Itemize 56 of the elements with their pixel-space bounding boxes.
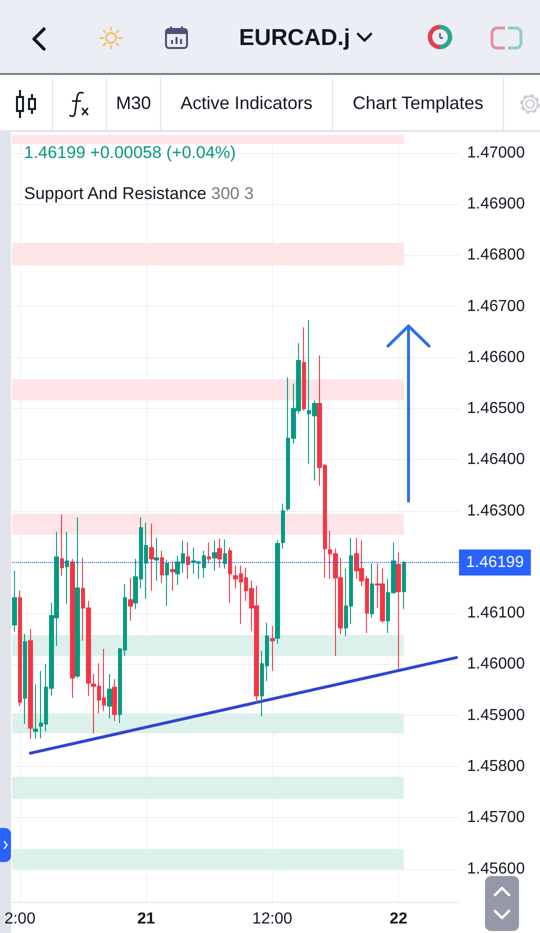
candlestick: [402, 560, 406, 610]
text: Active Indicators: [180, 93, 313, 114]
candlestick: [65, 531, 69, 604]
x-tick-label: 12:00: [252, 910, 292, 928]
candlestick: [396, 552, 401, 670]
y-tick-label: 1.45800: [467, 758, 525, 775]
candlestick: [107, 673, 112, 719]
candlestick: [228, 547, 232, 604]
candlestick: [33, 684, 38, 740]
candlestick: [128, 577, 133, 622]
y-tick-label: 1.46100: [467, 604, 525, 622]
candlestick: [223, 538, 227, 570]
candlestick: [60, 514, 64, 576]
x-tick-label: 21: [137, 910, 156, 928]
y-tick-label: 1.46600: [467, 348, 525, 366]
y-tick-label: 1.47000: [467, 144, 525, 162]
y-tick-label: 1.46800: [467, 246, 525, 264]
candlestick: [281, 503, 285, 550]
candlestick: [23, 634, 27, 725]
annotation: 300 3: [210, 184, 254, 203]
y-tick-label: 1.46900: [467, 196, 525, 213]
candlestick: [160, 550, 164, 584]
candlestick: [170, 560, 175, 592]
candlestick: [270, 625, 275, 672]
candlestick: [149, 523, 154, 592]
candlestick: [28, 628, 33, 740]
candlestick: [186, 542, 190, 580]
candlestick: [212, 540, 217, 572]
x-tick-label: 2:00: [4, 910, 36, 928]
y-tick-label: 1.45900: [467, 706, 525, 724]
candlestick: [165, 559, 169, 606]
chart-title: EURCAD.j: [239, 23, 350, 51]
annotation: 1.46199 +0.00058 (+0.04%): [24, 143, 236, 163]
y-tick-label: 1.46500: [467, 400, 525, 418]
y-tick-label: 1.46000: [467, 656, 525, 673]
ref-line-label: 1.46199: [466, 554, 524, 571]
candlestick: [370, 562, 374, 618]
x-tick-label: 22: [390, 910, 408, 928]
y-tick-label: 1.46700: [467, 298, 525, 315]
candlestick: [112, 678, 117, 722]
y-tick-label: 1.45700: [467, 809, 525, 826]
text: M30: [116, 93, 151, 114]
candlestick: [154, 537, 159, 582]
candlestick: [70, 558, 75, 698]
y-tick-label: 1.46300: [467, 502, 525, 520]
candlestick: [12, 570, 17, 633]
candlestick: [217, 538, 222, 568]
annotation: Support And Resistance: [24, 184, 206, 203]
candlestick: [18, 590, 22, 707]
candlestick: [302, 326, 306, 412]
y-tick-label: 1.45600: [467, 860, 525, 878]
y-tick-label: 1.46400: [467, 451, 525, 468]
candlestick: [75, 516, 80, 679]
candlestick: [207, 542, 211, 564]
candlestick: [275, 540, 280, 644]
text: Chart Templates: [352, 93, 484, 114]
